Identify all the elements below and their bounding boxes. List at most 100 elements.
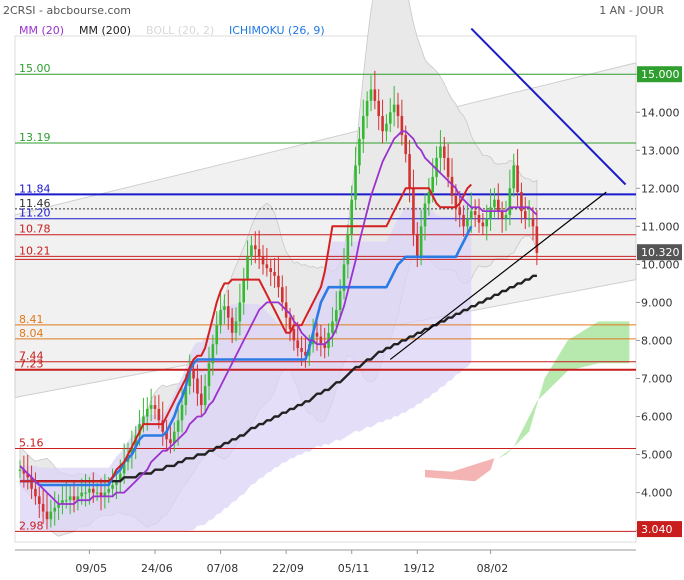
candle [142, 416, 145, 425]
candle [230, 317, 234, 333]
candle [296, 340, 300, 349]
candle [34, 488, 37, 497]
candle [165, 431, 168, 440]
y-tick-label: 9.000 [641, 296, 673, 309]
candle [18, 469, 22, 471]
candle [334, 310, 338, 322]
candle [365, 100, 369, 117]
candle [226, 306, 230, 318]
candle [388, 112, 392, 124]
candle [442, 146, 446, 158]
candle [466, 218, 469, 227]
trendline-support [389, 191, 607, 360]
level-label: 7.44 [19, 350, 44, 363]
y-tick-label: 12.000 [641, 182, 680, 195]
y-tick-label: 6.000 [641, 411, 673, 424]
candle [192, 370, 195, 379]
candle [103, 492, 107, 497]
level-label: 8.41 [19, 313, 44, 326]
level-label: 11.46 [19, 197, 51, 210]
y-tick-label: 10.000 [641, 258, 680, 271]
candle [76, 496, 80, 501]
candle [408, 154, 411, 189]
candle [157, 408, 161, 421]
candle [377, 100, 381, 117]
x-tick-label: 09/05 [75, 562, 107, 575]
candle [435, 157, 438, 177]
candle [184, 386, 188, 406]
candle [95, 492, 99, 494]
candle [91, 488, 95, 493]
candle [323, 344, 327, 349]
price-badge-label: 15.000 [641, 68, 680, 81]
candle [369, 89, 373, 101]
candle [149, 405, 153, 409]
candle [176, 420, 180, 432]
candle [61, 500, 64, 504]
candle [265, 264, 269, 269]
candle [404, 135, 408, 155]
candle [516, 165, 519, 193]
candle [84, 492, 87, 494]
candle [88, 488, 91, 493]
candle [238, 302, 242, 322]
candle [535, 226, 539, 253]
candle [319, 336, 323, 345]
candle [512, 165, 516, 189]
level-label: 11.84 [19, 182, 51, 195]
candle [180, 405, 184, 421]
candle [500, 211, 504, 219]
level-label: 2.98 [19, 519, 44, 532]
ichimoku-kijun-line [20, 183, 472, 483]
mm20-line [19, 130, 538, 505]
legend-bollinger[interactable]: BOLL (20, 2) [146, 24, 215, 37]
candle [207, 363, 211, 387]
candle [523, 211, 527, 219]
candle [99, 492, 103, 497]
level-label: 7.23 [19, 358, 44, 371]
candle [246, 256, 249, 280]
candle [22, 469, 26, 474]
y-tick-label: 7.000 [641, 372, 673, 385]
candle [489, 207, 492, 219]
legend-ichimoku[interactable]: ICHIMOKU (26, 9) [229, 24, 325, 37]
candle [199, 393, 203, 406]
candle [373, 89, 377, 101]
candle [504, 214, 508, 219]
candle [280, 287, 284, 303]
candle [473, 211, 477, 215]
candle [485, 218, 489, 227]
candle [219, 310, 222, 326]
candle [118, 473, 122, 482]
price-badge [637, 244, 682, 261]
legend-mm20[interactable]: MM (20) [19, 24, 65, 37]
candle [68, 496, 72, 501]
candle [481, 222, 485, 227]
candle [234, 321, 238, 333]
candle [72, 496, 76, 501]
level-label: 10.21 [19, 244, 51, 257]
y-tick-label: 11.000 [641, 220, 680, 233]
candle [196, 378, 199, 394]
candle [350, 199, 354, 234]
legend-mm200[interactable]: MM (200) [79, 24, 132, 37]
candle [396, 104, 400, 117]
level-label: 11.20 [19, 207, 51, 220]
candle [311, 332, 315, 345]
price-badge-label: 10.320 [641, 246, 680, 259]
future-cloud-red [425, 458, 495, 482]
candle [211, 344, 215, 364]
candle [469, 211, 473, 219]
x-tick-label: 08/02 [477, 562, 509, 575]
candle [385, 123, 388, 132]
level-label: 13.19 [19, 131, 51, 144]
level-label: 10.78 [19, 223, 51, 236]
candle [253, 245, 257, 250]
candle [107, 488, 111, 493]
candle [45, 511, 49, 520]
candle [496, 199, 500, 212]
y-tick-label: 4.000 [641, 487, 673, 500]
candle [477, 214, 481, 223]
candle [203, 386, 207, 406]
